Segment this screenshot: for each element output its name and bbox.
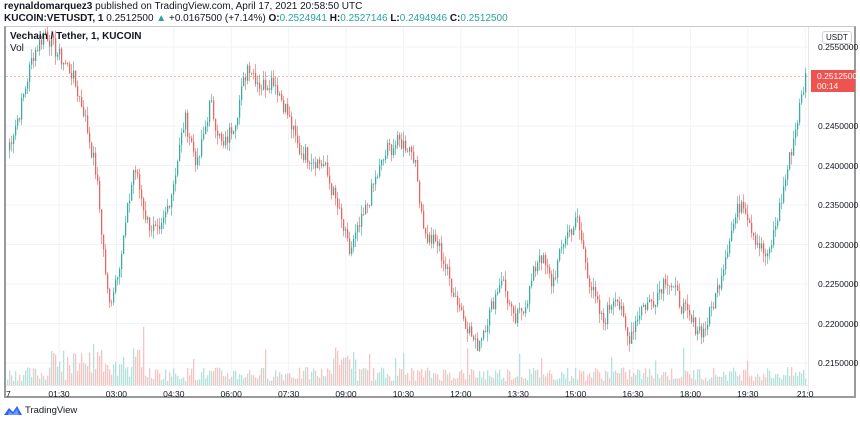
currency-badge[interactable]: USDT bbox=[822, 31, 852, 44]
price-tick-label: 0.2200000 bbox=[818, 318, 859, 329]
tradingview-logo[interactable]: TradingView bbox=[4, 405, 77, 416]
time-tick-label: 19:30 bbox=[737, 389, 759, 399]
time-tick-label: 13:30 bbox=[507, 389, 529, 399]
published-text: published on TradingView.com, April 17, … bbox=[95, 1, 363, 12]
up-arrow-icon: ▲ bbox=[156, 13, 167, 24]
last-price: 0.2512500 bbox=[106, 13, 154, 24]
open-value: 0.2524941 bbox=[279, 13, 327, 24]
low-value: 0.2494946 bbox=[399, 13, 448, 24]
symbol-info-line: KUCOIN:VETUSDT, 1 0.2512500 ▲ +0.0167500… bbox=[4, 13, 508, 25]
time-tick-label: 04:30 bbox=[163, 389, 185, 399]
time-tick-label: 21:0 bbox=[796, 389, 814, 399]
time-tick-label: 10:30 bbox=[392, 389, 415, 399]
tradingview-cloud-icon bbox=[4, 406, 22, 415]
high-value: 0.2527146 bbox=[340, 13, 388, 24]
time-tick-label: 12:00 bbox=[450, 389, 472, 399]
time-tick-label: 07:30 bbox=[277, 389, 300, 399]
price-axis-divider bbox=[808, 27, 809, 397]
time-axis-divider bbox=[6, 385, 808, 386]
close-value: 0.2512500 bbox=[460, 13, 508, 24]
price-tick-label: 0.2150000 bbox=[818, 358, 859, 368]
time-tick-label: 18:00 bbox=[679, 389, 702, 399]
symbol-label: KUCOIN:VETUSDT, 1 bbox=[4, 13, 104, 24]
brand-label: TradingView bbox=[25, 405, 78, 416]
publish-info: reynaldomarquez3 published on TradingVie… bbox=[4, 1, 362, 13]
open-label: O: bbox=[268, 13, 280, 24]
volume-legend[interactable]: Vol bbox=[10, 43, 24, 54]
time-tick-label: 16:30 bbox=[622, 389, 644, 399]
price-tick-label: 0.2450000 bbox=[818, 121, 859, 131]
low-label: L: bbox=[390, 13, 400, 24]
time-tick-label: 01:30 bbox=[48, 389, 70, 399]
price-change: +0.0167500 (+7.14%) bbox=[168, 13, 266, 24]
time-tick-label: 03:00 bbox=[105, 389, 128, 399]
time-tick-label: 06:00 bbox=[220, 389, 242, 399]
price-tick-label: 0.2350000 bbox=[818, 200, 859, 210]
close-label: C: bbox=[449, 13, 461, 24]
time-tick-label: 15:00 bbox=[564, 389, 587, 399]
current-price-value: 0.2512500 bbox=[817, 71, 858, 81]
current-price-tag: 0.2512500 00:14 bbox=[811, 70, 858, 92]
price-tick-label: 0.2400000 bbox=[818, 160, 859, 171]
chart-plot-area[interactable] bbox=[6, 27, 808, 385]
high-label: H: bbox=[329, 13, 341, 24]
price-tick-label: 0.2250000 bbox=[818, 279, 859, 289]
author-name[interactable]: reynaldomarquez3 bbox=[4, 1, 93, 12]
bar-countdown: 00:14 bbox=[817, 81, 839, 91]
price-tick-label: 0.2300000 bbox=[818, 239, 859, 250]
chart-frame bbox=[4, 26, 856, 398]
candlestick-chart bbox=[6, 27, 808, 385]
series-legend-title[interactable]: Vechain / Tether, 1, KUCOIN bbox=[10, 31, 142, 42]
time-tick-label: 09:00 bbox=[335, 389, 357, 399]
price-tick-label: 0.2550000 bbox=[818, 42, 859, 52]
time-tick-label: 7 bbox=[6, 389, 11, 399]
